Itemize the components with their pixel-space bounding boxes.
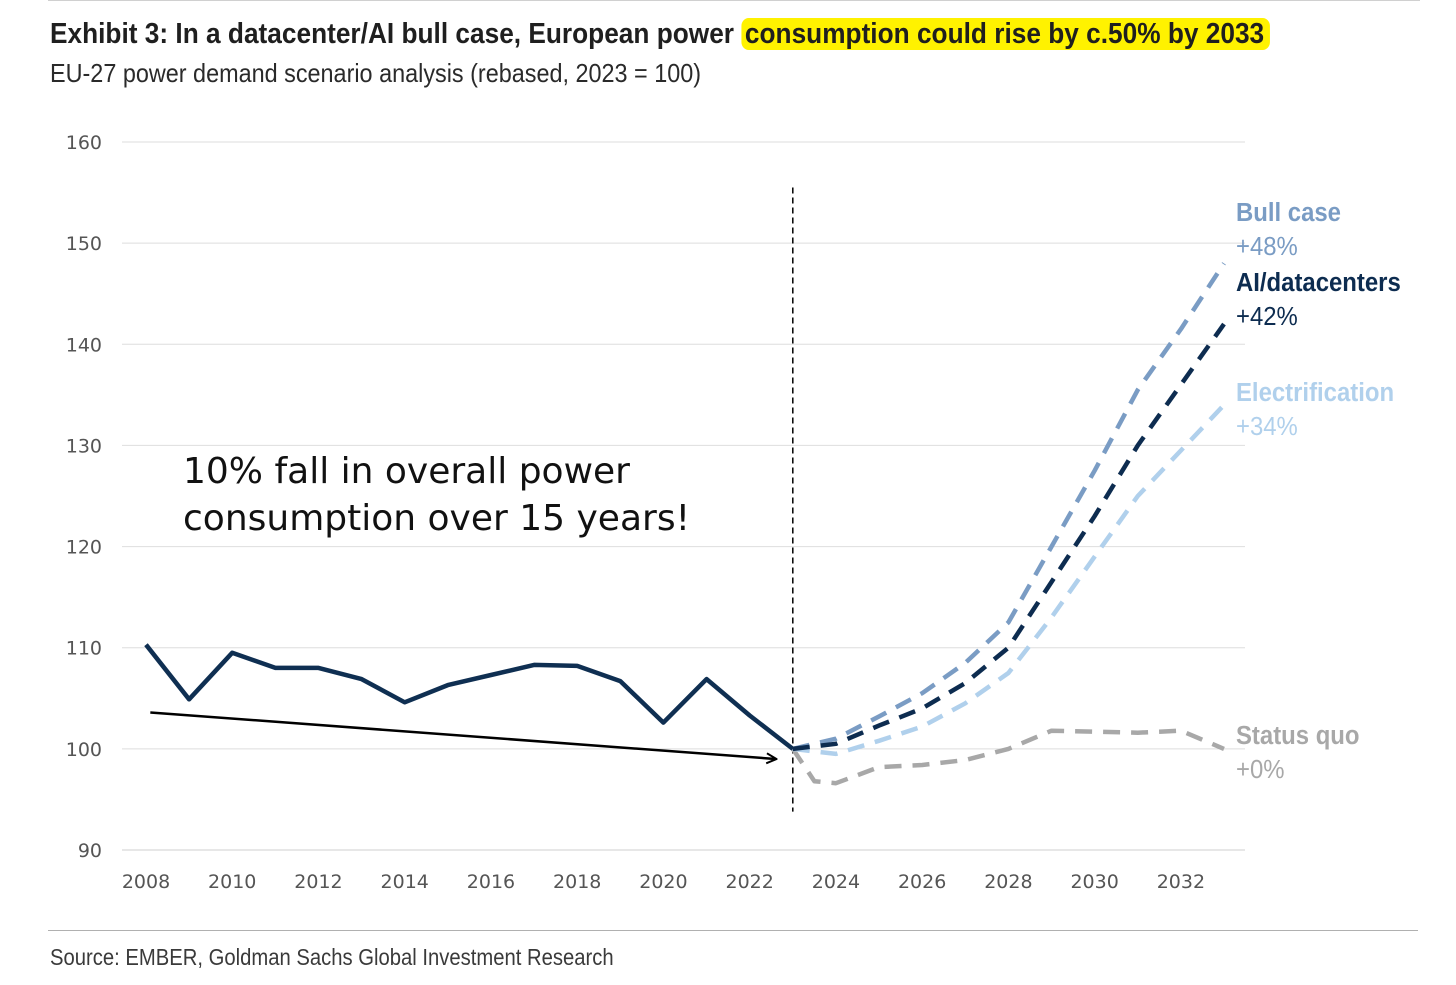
- y-tick-label: 130: [66, 435, 102, 457]
- series-line-electrification: [792, 403, 1226, 757]
- series-label-bull-case: Bull case: [1236, 198, 1341, 227]
- x-tick-label: 2030: [1070, 871, 1118, 893]
- series-line-ai-datacenters: [792, 322, 1226, 752]
- title-highlighted-text: consumption could rise by c.50% by 2033: [741, 18, 1270, 50]
- title-plain-text: Exhibit 3: In a datacenter/AI bull case,…: [50, 18, 742, 50]
- series-change-ai-datacenters: +42%: [1236, 302, 1298, 331]
- series-label-electrification: Electrification: [1236, 378, 1394, 407]
- series-change-electrification: +34%: [1236, 412, 1298, 441]
- x-tick-label: 2010: [208, 871, 256, 893]
- x-tick-label: 2026: [898, 871, 946, 893]
- chart-title: Exhibit 3: In a datacenter/AI bull case,…: [50, 18, 1270, 51]
- x-tick-label: 2018: [553, 871, 601, 893]
- annotation-line-1: 10% fall in overall power: [183, 451, 630, 492]
- top-rule: [48, 0, 1420, 1]
- y-tick-label: 90: [78, 840, 102, 862]
- x-tick-label: 2016: [467, 871, 515, 893]
- series-lines: [144, 262, 1226, 786]
- series-line-status-quo: [790, 728, 1225, 786]
- x-tick-label: 2012: [294, 871, 342, 893]
- x-tick-label: 2022: [726, 871, 774, 893]
- x-tick-label: 2024: [812, 871, 860, 893]
- annotation-line-2: consumption over 15 years!: [183, 498, 690, 539]
- y-tick-label: 120: [66, 537, 102, 559]
- x-axis-tick-labels: 2008 2010 2012 2014 2016 2018 2020 2022 2024 2026…: [122, 871, 1205, 893]
- x-tick-label: 2020: [639, 871, 687, 893]
- y-tick-label: 150: [66, 233, 102, 255]
- series-change-status-quo: +0%: [1236, 755, 1285, 784]
- chart-subtitle: EU-27 power demand scenario analysis (re…: [50, 58, 702, 88]
- x-tick-label: 2008: [122, 871, 170, 893]
- gridlines: [122, 141, 1245, 851]
- y-tick-label: 100: [66, 739, 102, 761]
- bottom-rule: [48, 930, 1418, 931]
- series-label-ai-datacenters: AI/datacenters: [1236, 268, 1401, 297]
- y-tick-label: 140: [66, 334, 102, 356]
- y-axis-tick-labels: 90 100 110 120 130 140 150 160: [66, 132, 102, 862]
- historical-line: [144, 643, 795, 751]
- x-tick-label: 2014: [381, 871, 429, 893]
- x-tick-label: 2032: [1157, 871, 1205, 893]
- x-tick-label: 2028: [984, 871, 1032, 893]
- source-note: Source: EMBER, Goldman Sachs Global Inve…: [50, 944, 614, 970]
- series-line-bull-case: [792, 262, 1226, 752]
- annotation-arrow: [150, 711, 775, 759]
- y-tick-label: 160: [66, 132, 102, 154]
- series-change-bull-case: +48%: [1236, 232, 1298, 261]
- series-labels: Bull case +48% AI/datacenters +42% Electrifi…: [1236, 198, 1401, 784]
- y-tick-label: 110: [66, 638, 102, 660]
- series-label-status-quo: Status quo: [1236, 721, 1360, 750]
